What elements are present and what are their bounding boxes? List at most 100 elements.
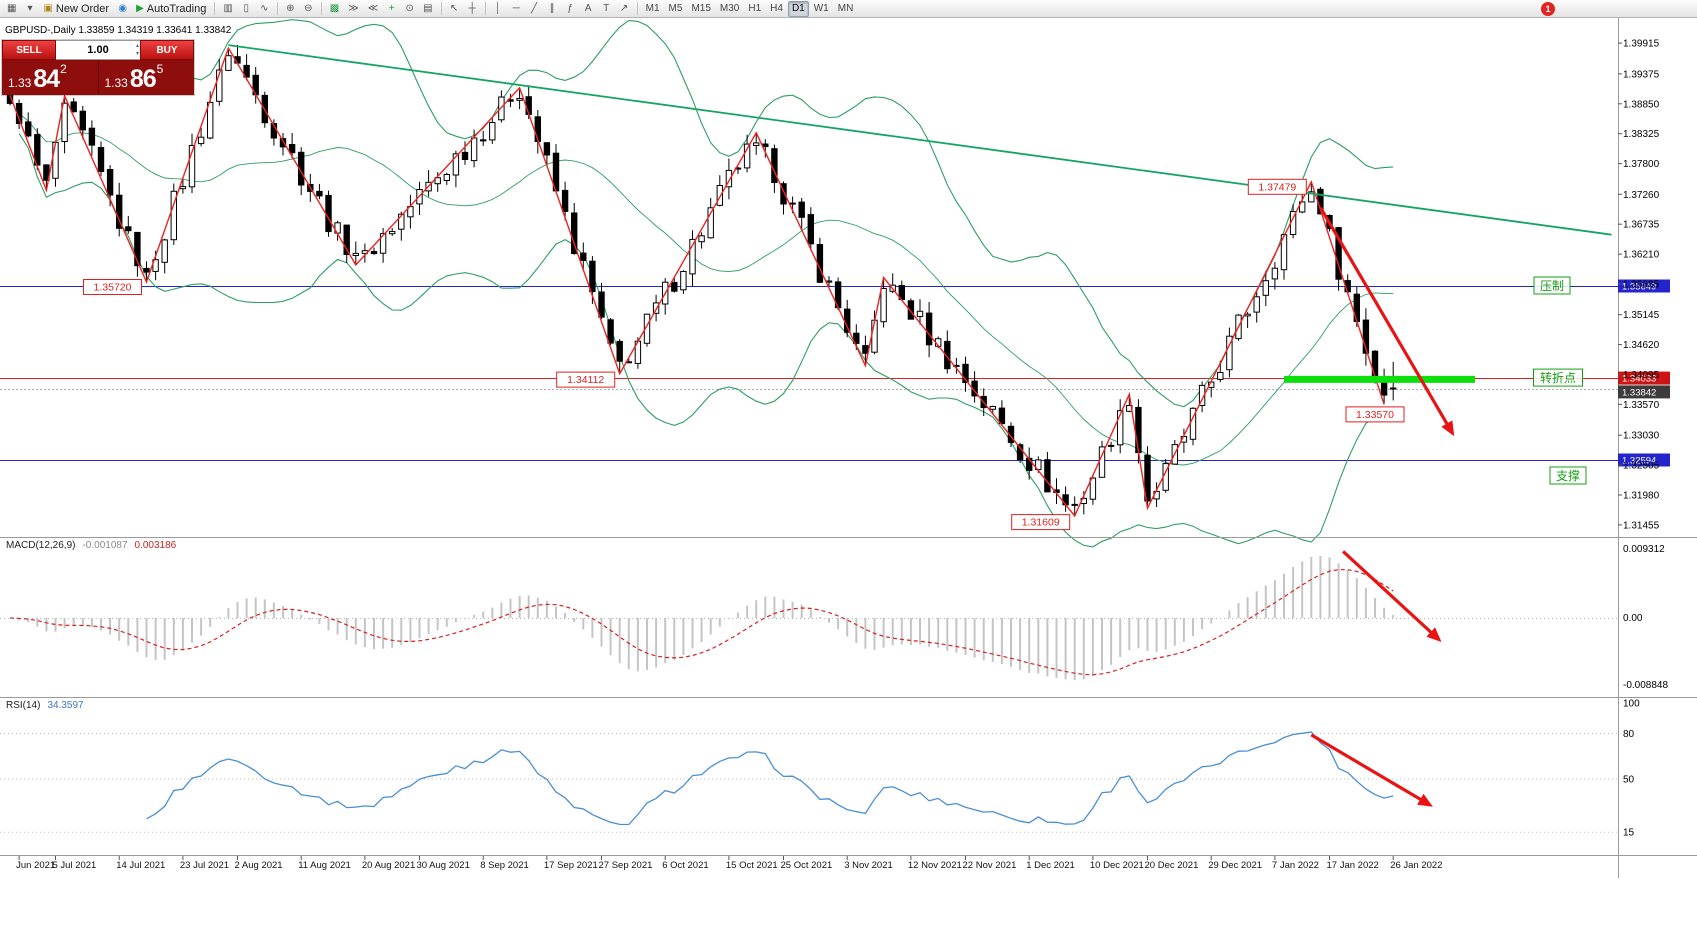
volume-input[interactable]: 1.00 ▴ ▾: [56, 40, 140, 60]
price-label-box[interactable]: [1345, 406, 1405, 423]
candle-body: [1362, 319, 1370, 354]
price-axis-area[interactable]: [1619, 18, 1697, 878]
timeframe-w1[interactable]: W1: [813, 3, 829, 14]
trendline-layer[interactable]: [228, 44, 1612, 236]
time-tick-label: 12 Nov 2021: [908, 860, 962, 871]
volume-spinner[interactable]: ▴ ▾: [136, 42, 139, 58]
descending-trendline[interactable]: [228, 44, 1612, 236]
candle-body: [461, 151, 469, 160]
new-chart-dropdown-button[interactable]: ▾: [21, 1, 38, 17]
candlestick-mode-button[interactable]: ▯: [238, 1, 255, 17]
price-label-box[interactable]: [556, 371, 616, 388]
timeframe-mn[interactable]: MN: [837, 3, 854, 14]
buy-button[interactable]: BUY: [140, 40, 194, 60]
time-tick-label: 1 Dec 2021: [1026, 860, 1075, 871]
tile-windows-button[interactable]: ▩: [326, 1, 343, 17]
buy-price[interactable]: 1.33 86 5: [97, 60, 195, 95]
notification-badge[interactable]: 1: [1541, 2, 1555, 16]
cursor-tool-button[interactable]: ↖: [446, 1, 463, 17]
bollinger-middle-band: [18, 113, 1394, 466]
text-tool-button[interactable]: A: [580, 1, 597, 17]
time-tick-label: 2 Aug 2021: [235, 860, 283, 871]
price-tick-label: 1.33570: [1623, 400, 1660, 411]
annotation-text-support-line[interactable]: 支撑: [1556, 468, 1580, 483]
timeframe-m15[interactable]: M15: [691, 3, 711, 14]
macd-signal-value: 0.003186: [134, 540, 177, 551]
rsi-axis-label: 80: [1623, 729, 1635, 740]
time-tick-label: 20 Aug 2021: [362, 860, 415, 871]
annotation-text-resistance-line[interactable]: 压制: [1540, 279, 1564, 293]
price-label-box[interactable]: [83, 279, 142, 295]
templates-button[interactable]: ▤: [419, 1, 436, 17]
metaquotes-community-button[interactable]: ◉: [114, 1, 131, 17]
candle-body: [207, 101, 214, 139]
down-arrow-rsi[interactable]: [1310, 733, 1433, 807]
sell-button[interactable]: SELL: [2, 40, 56, 60]
chart-shift-button[interactable]: ≪: [364, 1, 382, 17]
annotation-box: [1533, 276, 1571, 295]
time-tick-label: 8 Sep 2021: [480, 860, 529, 871]
candle-body: [853, 332, 860, 344]
timeframe-m1[interactable]: M1: [645, 3, 660, 14]
price-tick-label: 1.38850: [1623, 99, 1660, 110]
fibonacci-tool-button[interactable]: ƒ: [562, 1, 579, 17]
candle-body: [598, 291, 605, 318]
price-axis[interactable]: 1.39915 1.39375 1.38850 1.38325 1.37800 1.372…: [1618, 18, 1697, 878]
period-selector-button[interactable]: ⊙: [401, 1, 418, 17]
spinner-down-icon[interactable]: ▾: [135, 51, 139, 57]
autotrading-button[interactable]: ▶ AutoTrading: [132, 1, 210, 17]
time-tick-label: 25 Oct 2021: [781, 860, 833, 871]
new-order-icon: ▣: [43, 3, 53, 14]
candle-body: [61, 102, 68, 142]
sell-price[interactable]: 1.33 84 2: [2, 60, 98, 95]
candle-body: [398, 213, 405, 230]
panel-separator: [0, 855, 1697, 856]
time-tick-label: 11 Aug 2021: [298, 860, 351, 871]
timeframe-m5[interactable]: M5: [668, 3, 683, 14]
candle-body: [1007, 425, 1015, 443]
zoom-out-button[interactable]: ⊖: [300, 1, 317, 17]
spinner-up-icon[interactable]: ▴: [135, 43, 139, 49]
candle-body: [616, 340, 623, 362]
tile-windows-icon: ▩: [329, 3, 340, 14]
annotation-text-turning-point-line[interactable]: 转折点: [1540, 370, 1576, 385]
zoom-in-button[interactable]: ⊕: [282, 1, 299, 17]
time-tick-label: 15 Oct 2021: [726, 860, 778, 871]
down-arrow-main-chart[interactable]: [1319, 206, 1455, 437]
add-indicator-button[interactable]: +: [383, 1, 400, 17]
bar-chart-mode-button[interactable]: ▥: [219, 1, 236, 17]
timeframe-d1[interactable]: D1: [787, 0, 809, 17]
crosshair-tool-button[interactable]: ┼: [464, 1, 481, 17]
line-chart-mode-button[interactable]: ∿: [256, 1, 273, 17]
vertical-line-tool-button[interactable]: │: [490, 1, 507, 17]
candle-body: [944, 340, 951, 370]
label-tool-button[interactable]: T: [598, 1, 615, 17]
price-label-box[interactable]: [1247, 178, 1307, 195]
candle-body: [480, 139, 487, 142]
candle-body: [79, 110, 86, 131]
candle-body: [25, 121, 32, 137]
one-click-trading-panel: SELL 1.00 ▴ ▾ BUY 1.33 84 2 1.33 86 5: [2, 40, 194, 95]
down-arrow-macd[interactable]: [1342, 550, 1442, 643]
new-order-button[interactable]: ▣ New Order: [39, 1, 113, 17]
channel-tool-button[interactable]: ∥: [544, 1, 561, 17]
auto-scroll-button[interactable]: ≫: [344, 1, 362, 17]
candle-body: [88, 127, 96, 146]
candle-body: [1217, 372, 1224, 380]
candle-body: [1107, 444, 1115, 447]
timeframe-m30[interactable]: M30: [719, 3, 740, 14]
timeframe-h4[interactable]: H4: [770, 3, 783, 14]
price-label-box[interactable]: [1011, 514, 1071, 531]
timeframe-h1[interactable]: H1: [748, 3, 762, 14]
arrows-tool-button[interactable]: ↗: [616, 1, 633, 17]
axis-price-tag-text: 1.35649: [1622, 282, 1656, 293]
candle-body: [161, 239, 168, 263]
candles-layer: [6, 44, 1397, 516]
horizontal-line-tool-button[interactable]: ─: [508, 1, 525, 17]
rsi-indicator-label: RSI(14) 34.3597: [6, 700, 84, 711]
new-chart-button[interactable]: ▦: [3, 1, 20, 17]
time-tick-label: 7 Jan 2022: [1272, 860, 1319, 871]
trendline-tool-button[interactable]: ╱: [526, 1, 543, 17]
